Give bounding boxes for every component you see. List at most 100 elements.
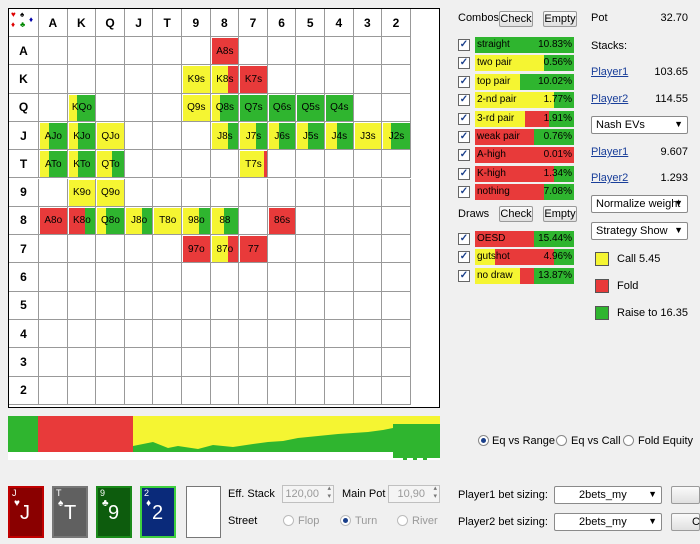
grid-cell[interactable] — [382, 263, 411, 292]
grid-cell[interactable] — [124, 320, 154, 349]
hand-cell-j5s[interactable]: J5s — [297, 122, 324, 150]
grid-cell[interactable] — [239, 93, 268, 122]
hand-cell-qto[interactable]: QTo — [97, 151, 124, 178]
grid-cell[interactable] — [182, 291, 211, 320]
grid-cell[interactable] — [210, 235, 240, 264]
grid-cell[interactable] — [67, 235, 97, 264]
grid-cell[interactable] — [325, 348, 354, 377]
hand-cell-kqo[interactable]: KQo — [68, 94, 96, 121]
hand-cell-87o[interactable]: 87o — [211, 236, 239, 263]
grid-cell[interactable] — [124, 376, 154, 405]
grid-cell[interactable] — [325, 291, 354, 320]
grid-cell[interactable] — [267, 235, 297, 264]
column-header-a[interactable]: A — [39, 9, 68, 37]
grid-cell[interactable] — [96, 150, 125, 179]
grid-cell[interactable] — [39, 150, 68, 179]
row-header-j[interactable]: J — [9, 121, 39, 151]
hand-cell-t8o[interactable]: T8o — [154, 207, 181, 235]
grid-cell[interactable] — [39, 206, 68, 236]
grid-cell[interactable] — [96, 263, 125, 292]
grid-cell[interactable] — [353, 320, 383, 349]
hand-cell-ajo[interactable]: AJo — [40, 122, 67, 150]
grid-cell[interactable] — [96, 121, 125, 151]
grid-cell[interactable] — [182, 93, 211, 122]
grid-cell[interactable] — [210, 65, 240, 94]
grid-cell[interactable] — [382, 320, 411, 349]
hand-cell-a8o[interactable]: A8o — [40, 207, 67, 235]
grid-cell[interactable] — [325, 93, 354, 122]
grid-cell[interactable] — [124, 121, 154, 151]
hand-cell-j8s[interactable]: J8s — [211, 122, 239, 150]
grid-cell[interactable] — [296, 263, 325, 292]
grid-cell[interactable] — [267, 348, 297, 377]
hand-cell-kjo[interactable]: KJo — [68, 122, 96, 150]
grid-cell[interactable] — [67, 206, 97, 236]
grid-cell[interactable] — [153, 206, 182, 236]
row-header-8[interactable]: 8 — [9, 206, 39, 236]
row-checkbox[interactable]: ✓ — [458, 186, 470, 199]
grid-cell[interactable] — [239, 320, 268, 349]
grid-cell[interactable] — [67, 178, 97, 207]
row-checkbox[interactable]: ✓ — [458, 233, 470, 245]
row-header-5[interactable]: 5 — [9, 291, 39, 320]
player1-ev-link[interactable]: Player1 — [591, 146, 629, 158]
hand-cell-q4s[interactable]: Q4s — [326, 94, 353, 121]
grid-cell[interactable] — [39, 376, 68, 405]
hand-cell-qjo[interactable]: QJo — [97, 122, 124, 150]
grid-cell[interactable] — [296, 206, 325, 236]
grid-cell[interactable] — [267, 37, 297, 66]
hand-cell-t7s[interactable]: T7s — [240, 151, 267, 178]
grid-cell[interactable] — [153, 150, 182, 179]
grid-cell[interactable] — [382, 178, 411, 207]
grid-cell[interactable] — [382, 348, 411, 377]
draws-empty-button[interactable]: Empty — [543, 206, 577, 222]
row-checkbox[interactable]: ✓ — [458, 57, 470, 70]
grid-cell[interactable] — [39, 291, 68, 320]
grid-cell[interactable] — [382, 206, 411, 236]
player1-stack-link[interactable]: Player1 — [591, 66, 629, 78]
grid-cell[interactable] — [96, 206, 125, 236]
column-header-7[interactable]: 7 — [239, 9, 268, 37]
grid-cell[interactable] — [96, 235, 125, 264]
grid-cell[interactable] — [296, 348, 325, 377]
grid-cell[interactable] — [239, 348, 268, 377]
grid-cell[interactable] — [296, 121, 325, 151]
grid-cell[interactable] — [239, 206, 268, 236]
grid-cell[interactable] — [67, 37, 97, 66]
grid-cell[interactable] — [210, 150, 240, 179]
column-header-2[interactable]: 2 — [382, 9, 411, 37]
grid-cell[interactable] — [67, 348, 97, 377]
board-card[interactable]: J ♥ J — [8, 486, 44, 538]
grid-cell[interactable] — [325, 206, 354, 236]
row-header-3[interactable]: 3 — [9, 348, 39, 377]
grid-cell[interactable] — [353, 150, 383, 179]
row-header-t[interactable]: T — [9, 150, 39, 179]
grid-cell[interactable] — [382, 235, 411, 264]
hand-cell-a8s[interactable]: A8s — [211, 38, 239, 65]
grid-cell[interactable] — [353, 178, 383, 207]
grid-cell[interactable] — [267, 320, 297, 349]
grid-cell[interactable] — [210, 121, 240, 151]
grid-cell[interactable] — [124, 65, 154, 94]
grid-cell[interactable] — [67, 263, 97, 292]
grid-cell[interactable] — [67, 291, 97, 320]
grid-cell[interactable] — [353, 291, 383, 320]
row-checkbox[interactable]: ✓ — [458, 112, 470, 125]
grid-cell[interactable] — [210, 376, 240, 405]
grid-cell[interactable] — [239, 121, 268, 151]
grid-cell[interactable] — [153, 178, 182, 207]
grid-cell[interactable] — [325, 235, 354, 264]
hand-cell-q8s[interactable]: Q8s — [211, 94, 239, 121]
grid-cell[interactable] — [239, 291, 268, 320]
grid-cell[interactable] — [96, 348, 125, 377]
grid-cell[interactable] — [353, 93, 383, 122]
column-header-6[interactable]: 6 — [267, 9, 297, 37]
combos-check-button[interactable]: Check — [499, 11, 533, 27]
p1-extra-button[interactable] — [671, 486, 700, 504]
turn-radio[interactable] — [340, 515, 351, 526]
row-header-4[interactable]: 4 — [9, 320, 39, 349]
grid-cell[interactable] — [382, 93, 411, 122]
hand-cell-q9o[interactable]: Q9o — [97, 179, 124, 206]
row-checkbox[interactable]: ✓ — [458, 149, 470, 162]
river-radio[interactable] — [397, 515, 408, 526]
